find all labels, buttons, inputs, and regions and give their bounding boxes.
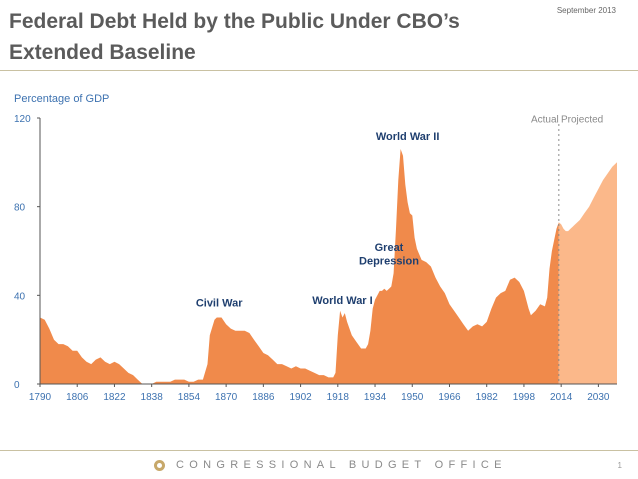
footer-divider — [0, 450, 638, 451]
y-tick-label: 0 — [14, 380, 20, 391]
y-tick-label: 40 — [14, 291, 26, 302]
x-tick-label: 1902 — [289, 392, 312, 403]
cbo-logo-icon — [154, 460, 165, 471]
y-tick-label: 120 — [14, 114, 31, 125]
annotation-label: Depression — [359, 255, 419, 267]
y-axis-title: Percentage of GDP — [14, 93, 109, 105]
y-tick-label: 80 — [14, 203, 26, 214]
annotation-label: World War I — [312, 295, 373, 307]
annotation-label: Civil War — [196, 297, 243, 309]
x-tick-label: 1790 — [29, 392, 52, 403]
x-tick-label: 1822 — [103, 392, 126, 403]
x-tick-label: 1998 — [513, 392, 536, 403]
footer-agency-name: CONGRESSIONAL BUDGET OFFICE — [176, 459, 507, 471]
x-tick-label: 1982 — [476, 392, 499, 403]
x-tick-label: 1838 — [141, 392, 164, 403]
slide-date: September 2013 — [556, 6, 616, 15]
series-area-actual — [40, 149, 559, 384]
x-tick-label: 1918 — [327, 392, 350, 403]
x-tick-label: 2030 — [587, 392, 610, 403]
page-number: 1 — [617, 461, 622, 470]
title-divider — [0, 70, 638, 71]
x-tick-label: 1870 — [215, 392, 238, 403]
x-tick-label: 1934 — [364, 392, 387, 403]
footer: CONGRESSIONAL BUDGET OFFICE 1 — [0, 458, 638, 474]
slide-title: Federal Debt Held by the Public Under CB… — [9, 10, 460, 64]
x-tick-label: 1854 — [178, 392, 201, 403]
x-tick-label: 1886 — [252, 392, 275, 403]
debt-area-chart: 0 40 80 120 1790 1806 1822 1838 1854 1870 1886 1902… — [14, 93, 617, 403]
series-area-projected — [558, 162, 617, 384]
x-tick-label: 1950 — [401, 392, 424, 403]
annotation-label: Great — [375, 242, 404, 254]
x-tick-label: 1806 — [66, 392, 89, 403]
x-tick-label: 2014 — [550, 392, 573, 403]
annotation-label: Projected — [561, 114, 603, 125]
x-tick-label: 1966 — [438, 392, 461, 403]
annotation-label: Actual — [531, 114, 559, 125]
annotation-label: World War II — [376, 131, 440, 143]
